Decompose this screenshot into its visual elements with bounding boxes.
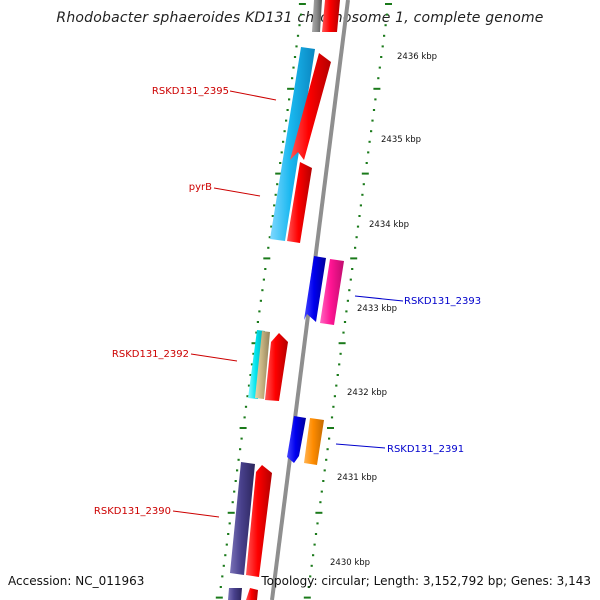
accession-text: Accession: NC_011963 [8,574,145,588]
gene-rskd131-2395[interactable] [270,47,315,241]
scale-label: 2430 kbp [330,558,370,568]
feature-red-partial-top [322,0,340,32]
scale-label: 2432 kbp [347,388,387,398]
gene-label: RSKD131_2390 [94,506,171,517]
gene-rskd131-2392-red[interactable] [265,333,288,401]
gene-rskd131-2391-blue[interactable] [287,416,306,463]
gene-label: RSKD131_2391 [387,444,464,455]
gene-rskd131-2390-red[interactable] [246,465,272,577]
gene-rskd131-2393-pink[interactable] [320,259,344,325]
feature-grey-partial [312,0,322,32]
outer-tick-ring [303,3,392,599]
gene-pyrb[interactable] [287,162,312,243]
gene-rskd131-2391-orange[interactable] [304,418,324,465]
feature-red-partial-bottom [246,588,258,600]
gene-label: RSKD131_2392 [112,349,189,360]
scale-labels: 2436 kbp 2435 kbp 2434 kbp 2433 kbp 2432… [330,52,437,568]
gene-labels: RSKD131_2395 pyrB RSKD131_2393 RSKD131_2… [94,86,481,517]
gene-rskd131-2392-tan[interactable] [255,331,270,399]
gene-red-1[interactable] [290,53,331,160]
gene-label: RSKD131_2395 [152,86,229,97]
gene-label: RSKD131_2393 [404,296,481,307]
map-title: Rhodobacter sphaeroides KD131 chromosome… [56,10,544,26]
label-leaders [172,90,404,518]
topology-text: Topology: circular; Length: 3,152,792 bp… [261,574,591,588]
scale-label: 2431 kbp [337,473,377,483]
feature-purple-partial-bottom [228,588,242,600]
scale-label: 2435 kbp [381,135,421,145]
gene-rskd131-2390-purple[interactable] [230,462,255,575]
scale-label: 2436 kbp [397,52,437,62]
inner-tick-ring [215,3,306,599]
gene-rskd131-2393-blue[interactable] [304,256,326,322]
scale-label: 2433 kbp [357,304,397,314]
gene-label: pyrB [189,182,212,193]
scale-label: 2434 kbp [369,220,409,230]
